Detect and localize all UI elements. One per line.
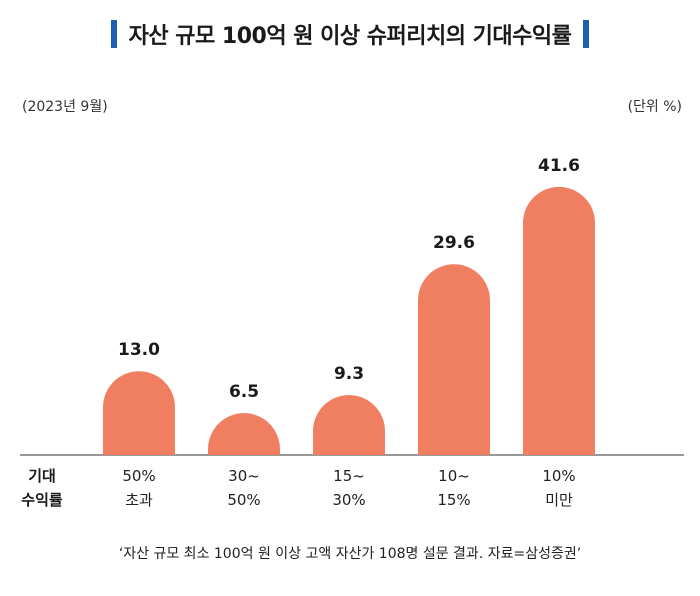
category-tick-label: 10~ (438, 467, 470, 485)
chart-subtitle: (2023년 9월) (22, 99, 108, 115)
unit-label: (단위 %) (627, 99, 682, 115)
title-right-accent (583, 20, 590, 48)
bar-value-label: 29.6 (433, 233, 475, 253)
category-tick-label: 50% (122, 467, 155, 485)
bar (208, 413, 280, 455)
source-note: ‘자산 규모 최소 100억 원 이상 고액 자산가 108명 설문 결과. 자… (118, 546, 582, 562)
category-tick-label: 초과 (125, 491, 153, 509)
chart-title: 자산 규모 100억 원 이상 슈퍼리치의 기대수익률 (128, 24, 572, 49)
category-header-line: 기대 (28, 467, 56, 485)
bar-value-label: 6.5 (229, 382, 259, 402)
category-tick-label: 50% (227, 491, 260, 509)
bar (418, 264, 490, 455)
bar (313, 395, 385, 455)
bar (523, 186, 595, 455)
category-tick-label: 10% (542, 467, 575, 485)
category-header-line: 수익률 (21, 491, 63, 509)
category-tick-label: 15% (437, 491, 470, 509)
title-area: 자산 규모 100억 원 이상 슈퍼리치의 기대수익률 (0, 14, 700, 54)
category-tick-label: 15~ (333, 467, 365, 485)
category-tick-label: 미만 (545, 491, 573, 509)
category-tick-label: 30% (332, 491, 365, 509)
bar-value-label: 41.6 (538, 156, 580, 176)
category-tick-label: 30~ (228, 467, 260, 485)
bar-value-label: 13.0 (118, 340, 160, 360)
bar (103, 371, 175, 455)
title-left-accent (110, 20, 117, 48)
bar-value-label: 9.3 (334, 364, 364, 384)
